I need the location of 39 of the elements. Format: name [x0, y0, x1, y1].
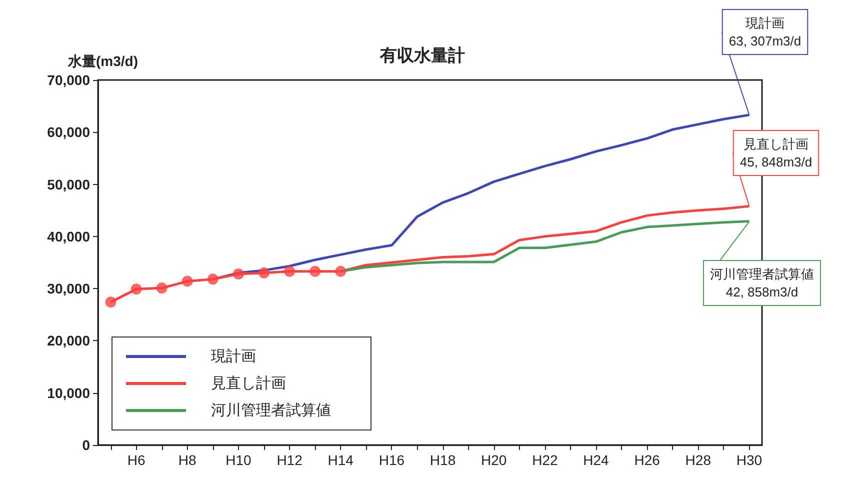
point: [182, 276, 193, 287]
x-tick-label: H8: [178, 452, 197, 468]
annotation: 現計画 63, 307m3/d: [728, 16, 802, 48]
y-tick-label: 0: [82, 437, 90, 453]
chart-title: 有収水量計: [379, 46, 465, 65]
y-tick-label: 70,000: [47, 72, 90, 88]
point: [335, 266, 346, 277]
x-tick-label: H26: [634, 452, 660, 468]
legend-label: 河川管理者試算値: [211, 402, 331, 419]
x-tick-label: H18: [430, 452, 456, 468]
point: [232, 268, 244, 280]
x-tick-label: H24: [583, 452, 610, 468]
point: [130, 284, 142, 295]
x-tick-label: H10: [226, 452, 252, 468]
legend-label: 現計画: [211, 348, 256, 365]
point: [207, 274, 218, 285]
y-tick-label: 10,000: [47, 384, 90, 401]
annotation: 河川管理者試算値 42, 858m3/d: [710, 266, 814, 300]
y-axis-title: 水量(m3/d): [67, 53, 138, 69]
x-tick-label: H14: [328, 452, 354, 468]
point: [284, 266, 296, 277]
x-tick-label: H30: [736, 452, 762, 468]
y-tick-label: 20,000: [47, 332, 90, 349]
point: [310, 266, 321, 277]
point: [105, 296, 116, 308]
x-tick-label: H6: [127, 452, 146, 468]
point: [258, 267, 270, 278]
annotation: 見直し計画 45, 848m3/d: [740, 136, 812, 170]
y-tick-label: 60,000: [47, 124, 90, 140]
x-tick-label: H28: [685, 452, 712, 468]
point: [156, 282, 168, 294]
x-tick-label: H20: [481, 452, 507, 468]
x-tick-label: H22: [532, 452, 558, 468]
y-tick-label: 50,000: [47, 176, 90, 192]
y-tick-label: 30,000: [47, 280, 90, 297]
x-tick-label: H12: [276, 452, 303, 468]
y-tick-label: 40,000: [47, 228, 90, 244]
x-tick-label: H16: [378, 452, 405, 468]
legend-label: 見直し計画: [211, 375, 286, 392]
